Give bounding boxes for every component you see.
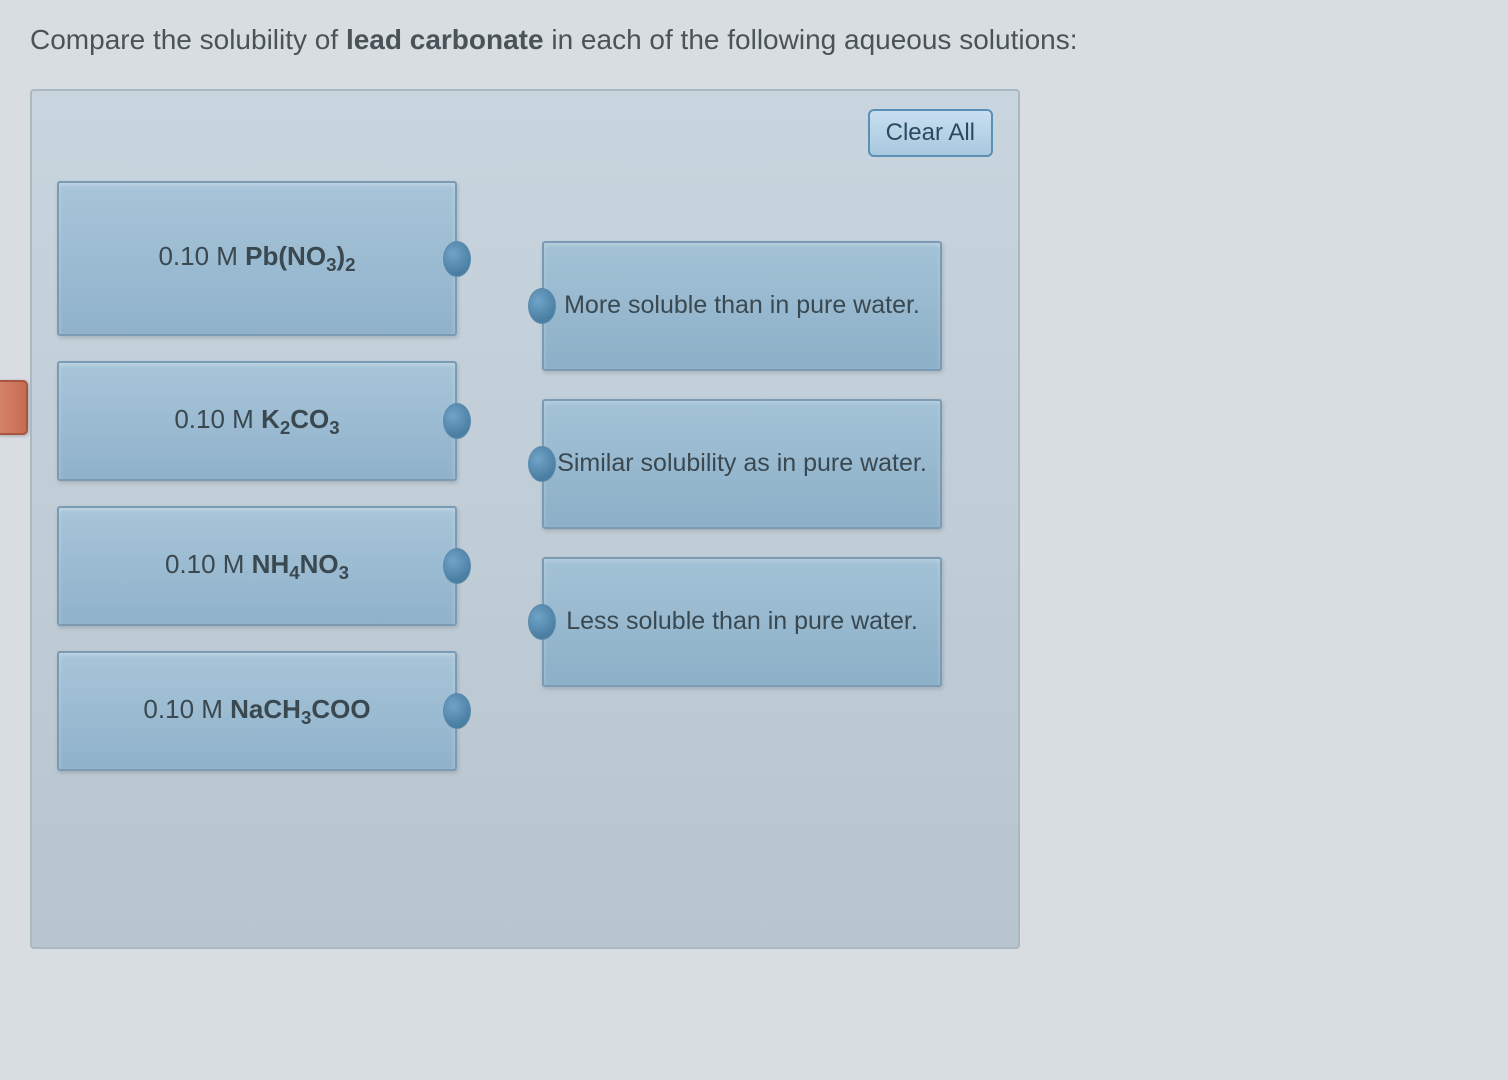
question-suffix: in each of the following aqueous solutio… [544,24,1078,55]
connector-icon[interactable] [528,446,556,482]
question-compound: lead carbonate [346,24,544,55]
solution-label: 0.10 M Pb(NO3)2 [158,241,355,276]
connector-icon[interactable] [528,604,556,640]
activity-panel: Clear All 0.10 M Pb(NO3)2 0.10 M K2CO3 0… [30,89,1020,949]
solution-tile-pb-no3-2[interactable]: 0.10 M Pb(NO3)2 [57,181,457,336]
side-tab-handle[interactable] [0,380,28,435]
target-label: Similar solubility as in pure water. [545,445,939,483]
solution-label: 0.10 M NH4NO3 [165,549,349,584]
columns-container: 0.10 M Pb(NO3)2 0.10 M K2CO3 0.10 M NH4N… [57,181,993,771]
solution-label: 0.10 M K2CO3 [174,404,339,439]
target-similar-solubility[interactable]: Similar solubility as in pure water. [542,399,942,529]
question-prefix: Compare the solubility of [30,24,346,55]
connector-icon[interactable] [443,241,471,277]
target-less-soluble[interactable]: Less soluble than in pure water. [542,557,942,687]
question-text: Compare the solubility of lead carbonate… [30,20,1478,59]
solution-tile-nach3coo[interactable]: 0.10 M NaCH3COO [57,651,457,771]
solution-label: 0.10 M NaCH3COO [143,694,370,729]
target-label: More soluble than in pure water. [552,287,932,325]
connector-icon[interactable] [443,548,471,584]
connector-icon[interactable] [528,288,556,324]
solutions-column: 0.10 M Pb(NO3)2 0.10 M K2CO3 0.10 M NH4N… [57,181,457,771]
clear-all-button[interactable]: Clear All [868,109,993,157]
connector-icon[interactable] [443,693,471,729]
connector-icon[interactable] [443,403,471,439]
target-label: Less soluble than in pure water. [554,603,930,641]
targets-column: More soluble than in pure water. Similar… [542,241,942,771]
target-more-soluble[interactable]: More soluble than in pure water. [542,241,942,371]
solution-tile-nh4no3[interactable]: 0.10 M NH4NO3 [57,506,457,626]
solution-tile-k2co3[interactable]: 0.10 M K2CO3 [57,361,457,481]
